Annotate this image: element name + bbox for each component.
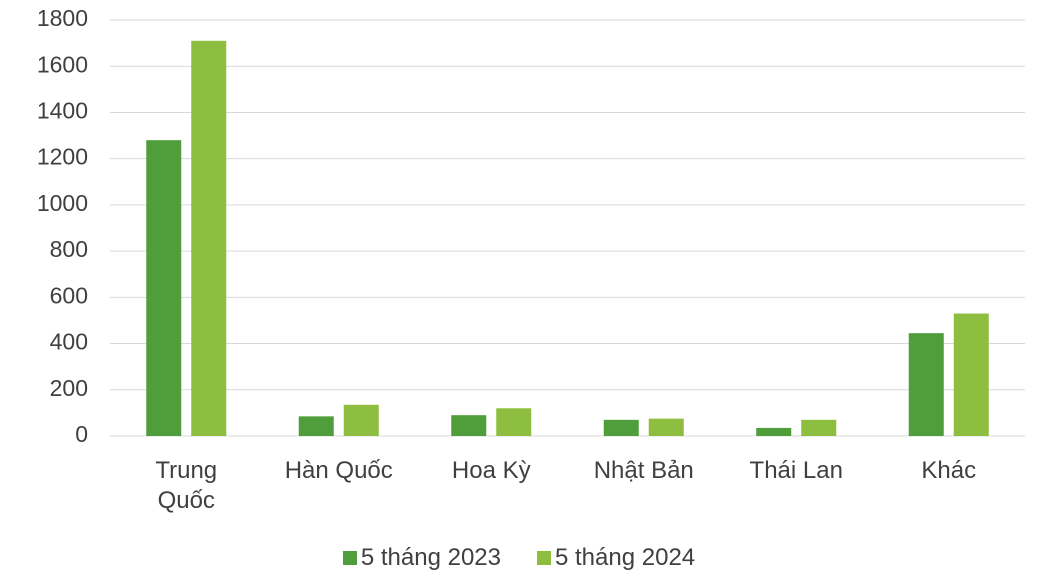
y-tick-label: 1200 [37,144,88,170]
y-tick-label: 1000 [37,190,88,216]
x-tick-label: Trung Quốc [126,456,246,516]
bar [191,41,226,436]
legend-item: 5 tháng 2023 [343,544,501,572]
legend-swatch [343,551,357,565]
bar [299,416,334,436]
bar [756,428,791,436]
x-tick-label: Khác [921,456,976,486]
bar [604,420,639,436]
legend-label: 5 tháng 2024 [555,544,695,572]
y-tick-label: 400 [50,329,88,355]
x-tick-label: Nhật Bản [594,456,694,486]
legend-swatch [537,551,551,565]
y-tick-label: 1400 [37,98,88,124]
y-tick-label: 0 [75,421,88,447]
bar [649,419,684,436]
y-tick-label: 600 [50,282,88,308]
y-tick-label: 800 [50,236,88,262]
legend-item: 5 tháng 2024 [537,544,695,572]
bar [954,314,989,436]
bar [146,140,181,436]
x-tick-label: Thái Lan [750,456,843,486]
bar [344,405,379,436]
legend: 5 tháng 2023 5 tháng 2024 [0,544,1038,572]
chart: 0 200 400 600 800 1000 1200 1400 1600 1800 5 thán… [0,0,1038,577]
legend-label: 5 tháng 2023 [361,544,501,572]
x-tick-label: Hoa Kỳ [452,456,531,486]
y-tick-label: 1600 [37,51,88,77]
bar [909,333,944,436]
x-tick-label: Hàn Quốc [285,456,393,486]
bar [801,420,836,436]
bar [451,415,486,436]
y-tick-label: 1800 [37,5,88,31]
bar [496,408,531,436]
y-tick-label: 200 [50,375,88,401]
